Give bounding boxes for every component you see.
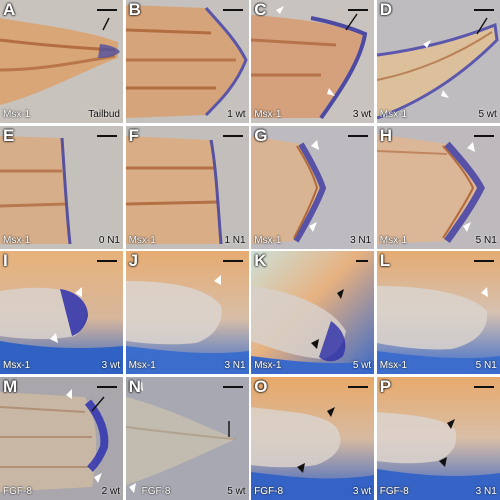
scale-bar [356, 260, 369, 263]
panel-letter: P [379, 376, 392, 396]
panel-letter: A [3, 0, 16, 19]
panel-letter: D [379, 0, 393, 19]
scale-bar [97, 9, 117, 11]
panel-letter: C [254, 0, 267, 19]
scale-bar [473, 260, 494, 263]
stain-label: Msx-1 [3, 109, 31, 120]
panel-g-image [251, 125, 375, 249]
panel-b: B 1 wt [125, 0, 249, 123]
scale-bar [348, 134, 369, 137]
panel-m: M FGF-8 2 wt [0, 376, 123, 500]
panel-l-image [376, 251, 500, 375]
panel-letter: M [3, 376, 18, 396]
panel-j-image [125, 251, 249, 375]
stage-label: 3 wt [352, 485, 372, 497]
panel-k: K Msx-1 5 wt [251, 251, 375, 375]
stain-label: Msx-1 [379, 234, 408, 246]
panel-e-image [0, 125, 123, 249]
stage-label: Tailbud [88, 109, 120, 120]
scale-bar [222, 134, 243, 137]
panel-letter: J [128, 251, 139, 271]
panel-i-image [0, 251, 123, 375]
stain-label: Msx-1 [379, 360, 408, 372]
stain-label: Msx-1 [254, 360, 282, 372]
scale-bar [473, 134, 494, 137]
panel-c: C Msx-1 3 wt [251, 0, 375, 123]
panel-c-image [251, 0, 375, 123]
stage-label: 5 wt [227, 485, 246, 497]
panel-letter: B [128, 0, 141, 19]
panel-e: E Msx-1 0 N1 [0, 125, 123, 249]
stain-label: Msx-1 [379, 109, 408, 120]
panel-j: J Msx-1 3 N1 [125, 251, 249, 375]
stage-label: 5 N1 [475, 234, 497, 246]
panel-b-image [125, 0, 249, 123]
scale-bar [473, 9, 494, 11]
stain-label: Msx-1 [3, 234, 31, 246]
stage-label: 5 wt [478, 109, 497, 120]
panel-n: N FGF-8 5 wt [125, 376, 249, 500]
stain-label: FGF-8 [379, 485, 409, 497]
stage-label: 3 N1 [350, 234, 372, 246]
stain-label: Msx-1 [3, 360, 31, 372]
panel-k-image [251, 251, 375, 375]
panel-letter: G [254, 125, 268, 145]
scale-bar [222, 260, 243, 263]
panel-letter: O [254, 376, 268, 396]
panel-f: F Msx-1 1 N1 [125, 125, 249, 249]
panel-letter: I [3, 251, 8, 271]
scale-bar [222, 9, 243, 11]
stain-label: FGF-8 [141, 485, 171, 497]
stage-label: 3 N1 [224, 360, 246, 372]
scale-bar [97, 260, 117, 263]
stain-label: FGF-8 [3, 485, 32, 497]
stain-label: FGF-8 [254, 485, 284, 497]
stage-label: 3 N1 [475, 485, 497, 497]
panel-d: D Msx-1 5 wt [376, 0, 500, 123]
scale-bar [348, 9, 369, 11]
panel-a-image [0, 0, 123, 123]
panel-h: H Msx-1 5 N1 [376, 125, 500, 249]
panel-letter: H [379, 125, 393, 145]
scale-bar [97, 385, 117, 388]
panel-p-image [376, 376, 500, 500]
scale-bar [222, 385, 243, 388]
scale-bar [348, 385, 369, 388]
stain-label: Msx-1 [254, 234, 282, 246]
scale-bar [97, 134, 117, 137]
stage-label: 2 wt [101, 485, 120, 497]
scale-bar [473, 385, 494, 388]
stain-label: Msx-1 [128, 234, 156, 246]
panel-letter: L [379, 251, 391, 271]
panel-o: O FGF-8 3 wt [251, 376, 375, 500]
panel-letter: E [3, 125, 15, 145]
stage-label: 3 wt [352, 109, 372, 120]
stage-label: 1 N1 [224, 234, 246, 246]
stage-label: 5 wt [352, 360, 372, 372]
panel-letter: F [128, 125, 139, 145]
panel-o-image [251, 376, 375, 500]
panel-d-image [376, 0, 500, 123]
panel-p: P FGF-8 3 N1 [376, 376, 500, 500]
stain-label: Msx-1 [128, 360, 156, 372]
stage-label: 1 wt [227, 109, 246, 120]
panel-a: A Msx-1 Tailbud [0, 0, 123, 123]
panel-g: G Msx-1 3 N1 [251, 125, 375, 249]
panel-letter: N [128, 376, 141, 396]
panel-n-image [125, 376, 249, 500]
stage-label: 5 N1 [475, 360, 497, 372]
panel-letter: K [254, 251, 267, 271]
panel-l: L Msx-1 5 N1 [376, 251, 500, 375]
stage-label: 3 wt [101, 360, 120, 372]
panel-m-image [0, 376, 123, 500]
stage-label: 0 N1 [98, 234, 120, 246]
panel-h-image [376, 125, 500, 249]
panel-i: I Msx-1 3 wt [0, 251, 123, 375]
stain-label: Msx-1 [254, 109, 282, 120]
panel-f-image [125, 125, 249, 249]
